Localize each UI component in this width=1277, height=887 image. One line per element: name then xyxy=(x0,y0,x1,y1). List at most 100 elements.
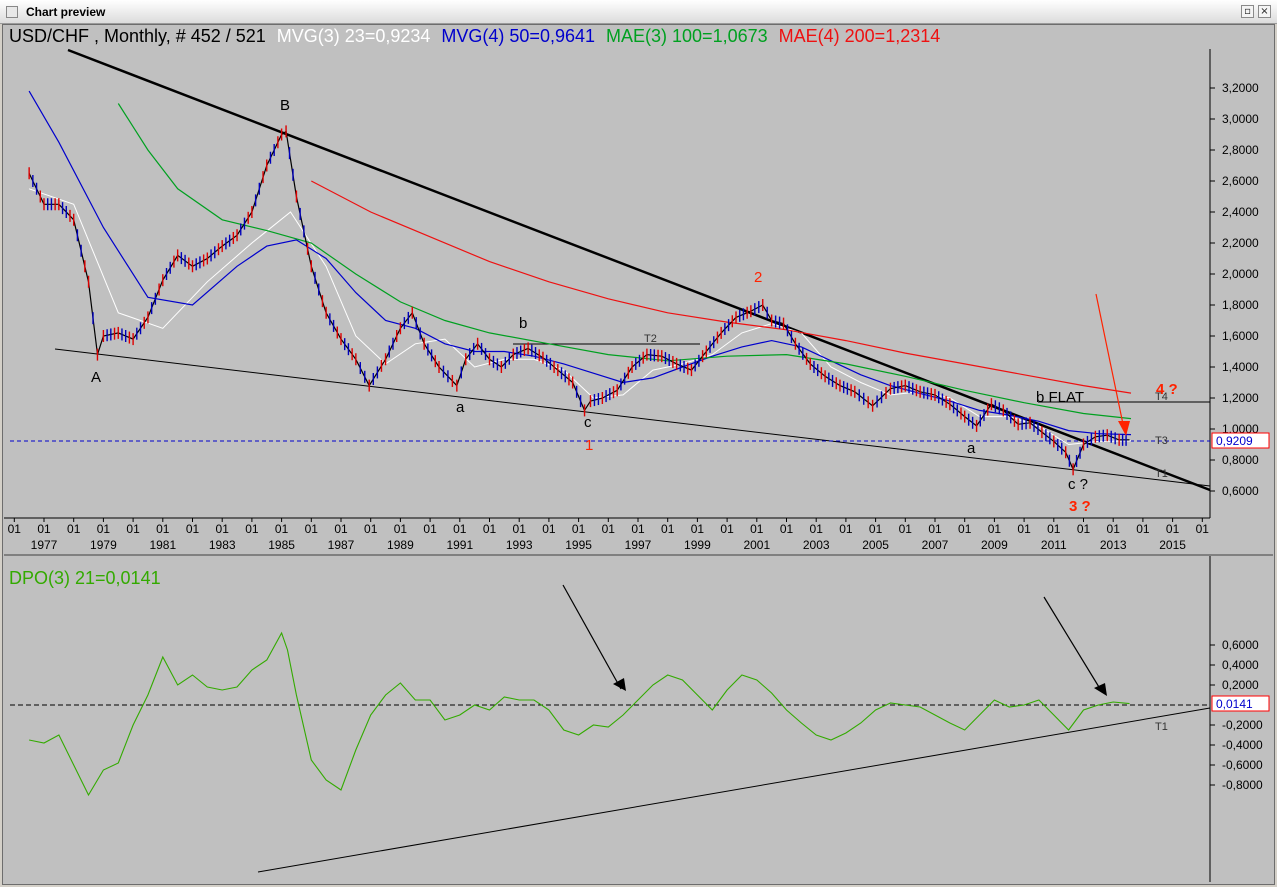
x-year-label: 1997 xyxy=(625,538,652,552)
symbol-label: USD/CHF , Monthly, # 452 / 521 xyxy=(9,26,266,46)
dpo-arrow-1-head xyxy=(613,678,626,691)
x-year-label: 1989 xyxy=(387,538,414,552)
x-year-label: 1985 xyxy=(268,538,295,552)
x-tick-month-label: 01 xyxy=(483,522,497,536)
x-tick-month-label: 01 xyxy=(513,522,527,536)
x-tick-month-label: 01 xyxy=(572,522,586,536)
dpo-value: 0,0141 xyxy=(1216,697,1253,711)
x-year-label: 2007 xyxy=(922,538,949,552)
x-tick-month-label: 01 xyxy=(810,522,824,536)
label-b-1993: b xyxy=(519,315,527,332)
x-tick-month-label: 01 xyxy=(720,522,734,536)
dpo-value-badge xyxy=(1211,695,1270,712)
last-price-value: 0,9209 xyxy=(1216,434,1253,448)
x-year-label: 1983 xyxy=(209,538,236,552)
label-a-2008: a xyxy=(967,440,976,457)
x-tick-month-label: 01 xyxy=(126,522,140,536)
chart-canvas[interactable]: USD/CHF , Monthly, # 452 / 521 MVG(3) 23… xyxy=(0,24,1277,887)
price-y-tick-label: 2,0000 xyxy=(1222,267,1259,281)
x-tick-month-label: 01 xyxy=(245,522,259,536)
price-y-tick-label: 1,6000 xyxy=(1222,329,1259,343)
x-year-label: 1999 xyxy=(684,538,711,552)
dpo-panel xyxy=(4,556,1210,882)
x-year-label: 1995 xyxy=(565,538,592,552)
x-year-label: 2013 xyxy=(1100,538,1127,552)
dpo-arrow-2 xyxy=(1043,596,1103,693)
red-forecast-arrow xyxy=(1095,293,1125,430)
mae4-line xyxy=(311,180,1132,394)
price-series-group xyxy=(28,90,1132,476)
mvg4-line xyxy=(28,90,1132,436)
x-tick-month-label: 01 xyxy=(186,522,200,536)
price-panel xyxy=(4,49,1210,518)
price-y-tick-label: 1,8000 xyxy=(1222,298,1259,312)
x-year-label: 2005 xyxy=(862,538,889,552)
label-c-2011: c ? xyxy=(1068,476,1088,493)
mvg3-legend: MVG(3) 23=0,9234 xyxy=(277,26,431,46)
x-year-label: 1979 xyxy=(90,538,117,552)
x-year-label: 1991 xyxy=(446,538,473,552)
dpo-y-tick-label: -0,8000 xyxy=(1222,778,1263,792)
price-y-tick-label: 2,2000 xyxy=(1222,236,1259,250)
dpo-arrow-1 xyxy=(562,584,622,690)
dpo-label-T1: T1 xyxy=(1155,721,1168,733)
label-a-1991: a xyxy=(456,399,465,416)
x-year-label: 2009 xyxy=(981,538,1008,552)
dpo-y-tick-label: 0,6000 xyxy=(1222,638,1259,652)
label-wave-2: 2 xyxy=(754,269,762,286)
x-tick-month-label: 01 xyxy=(394,522,408,536)
x-year-label: 1987 xyxy=(328,538,355,552)
support-trendline-t1 xyxy=(54,348,1211,487)
x-tick-month-label: 01 xyxy=(453,522,467,536)
price-y-tick-label: 0,8000 xyxy=(1222,453,1259,467)
x-tick-month-label: 01 xyxy=(661,522,675,536)
x-tick-month-label: 01 xyxy=(928,522,942,536)
window-title: Chart preview xyxy=(26,5,106,19)
price-y-tick-label: 0,6000 xyxy=(1222,484,1259,498)
x-tick-month-label: 01 xyxy=(67,522,81,536)
price-y-tick-label: 3,0000 xyxy=(1222,112,1259,126)
x-tick-month-label: 01 xyxy=(1136,522,1150,536)
x-tick-month-label: 01 xyxy=(780,522,794,536)
x-tick-month-label: 01 xyxy=(423,522,437,536)
x-tick-month-label: 01 xyxy=(156,522,170,536)
price-y-tick-label: 1,4000 xyxy=(1222,360,1259,374)
x-tick-month-label: 01 xyxy=(602,522,616,536)
x-year-label: 1993 xyxy=(506,538,533,552)
x-tick-month-label: 01 xyxy=(691,522,705,536)
mae3-legend: MAE(3) 100=1,0673 xyxy=(606,26,768,46)
mvg4-legend: MVG(4) 50=0,9641 xyxy=(441,26,595,46)
price-y-tick-label: 2,8000 xyxy=(1222,143,1259,157)
label-T2: T2 xyxy=(644,333,657,345)
label-A: A xyxy=(91,369,101,386)
label-T4: T4 xyxy=(1155,391,1168,403)
x-tick-month-label: 01 xyxy=(97,522,111,536)
label-T3: T3 xyxy=(1155,435,1168,447)
x-year-label: 2015 xyxy=(1159,538,1186,552)
x-tick-month-label: 01 xyxy=(899,522,913,536)
x-axis: 01 01 01 01 01 01 01 01 01 01 01 01 01 01 01 01 01 01 01 01… xyxy=(8,518,1210,552)
price-y-tick-label: 2,4000 xyxy=(1222,205,1259,219)
dpo-y-tick-label: -0,2000 xyxy=(1222,718,1263,732)
x-tick-month-label: 01 xyxy=(1017,522,1031,536)
x-year-label: 1977 xyxy=(31,538,58,552)
x-tick-month-label: 01 xyxy=(988,522,1002,536)
x-tick-month-label: 01 xyxy=(37,522,51,536)
dpo-arrow-2-head xyxy=(1094,683,1107,696)
x-year-label: 2003 xyxy=(803,538,830,552)
price-y-tick-label: 2,6000 xyxy=(1222,174,1259,188)
x-tick-month-label: 01 xyxy=(631,522,645,536)
x-tick-month-label: 01 xyxy=(8,522,22,536)
label-T1: T1 xyxy=(1155,468,1168,480)
window-titlebar: Chart preview ▫ × xyxy=(0,0,1277,24)
last-price-badge xyxy=(1211,432,1270,449)
close-button[interactable]: × xyxy=(1258,5,1271,18)
label-wave-4: 4 ? xyxy=(1156,381,1178,398)
dpo-title: DPO(3) 21=0,0141 xyxy=(9,568,161,588)
x-tick-month-label: 01 xyxy=(216,522,230,536)
x-tick-month-label: 01 xyxy=(1196,522,1210,536)
minimize-button[interactable]: ▫ xyxy=(1241,5,1254,18)
x-tick-month-label: 01 xyxy=(542,522,556,536)
dpo-y-tick-label: 0,2000 xyxy=(1222,678,1259,692)
label-c-1995: c xyxy=(584,414,592,431)
